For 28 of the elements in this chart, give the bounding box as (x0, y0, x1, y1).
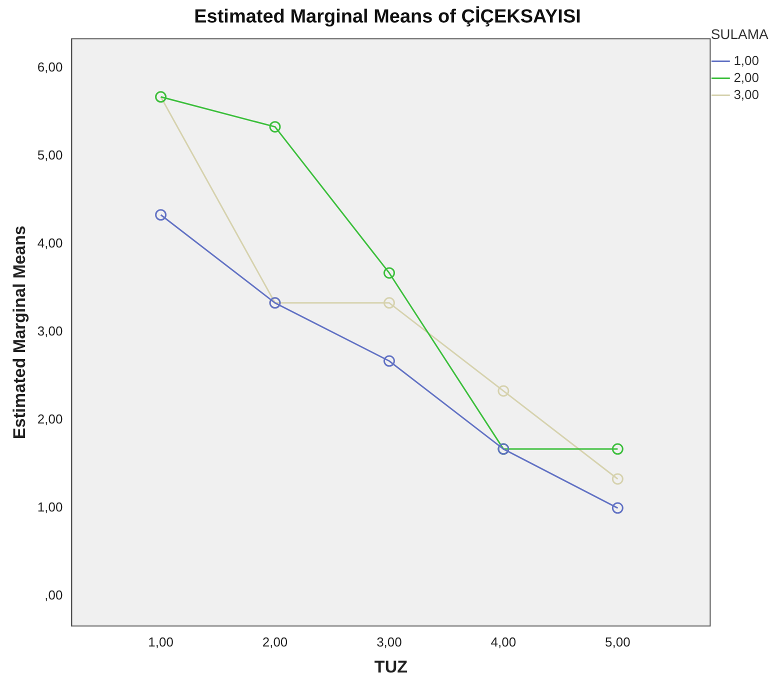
y-tick-label: 2,00 (37, 412, 63, 427)
x-axis-title: TUZ (374, 657, 408, 676)
y-tick-label: 6,00 (37, 59, 63, 74)
point (612, 443, 624, 455)
y-axis-title: Estimated Marginal Means (10, 226, 29, 440)
point (498, 385, 510, 397)
point (383, 297, 395, 309)
point (155, 209, 167, 221)
y-tick-label: 3,00 (37, 324, 63, 339)
legend-label: 1,00 (734, 52, 760, 68)
y-tick-label: 5,00 (37, 147, 63, 162)
chart-title: Estimated Marginal Means of ÇİÇEKSAYISI (194, 6, 581, 28)
point (612, 502, 624, 514)
y-tick-label: ,00 (44, 588, 63, 603)
x-tick-label: 5,00 (605, 634, 630, 650)
y-tick-label: 1,00 (37, 500, 63, 515)
legend-label: 3,00 (734, 86, 760, 102)
x-tick-label: 1,00 (148, 634, 174, 650)
x-tick-label: 2,00 (262, 634, 288, 650)
point (383, 267, 395, 279)
y-tick-label: 4,00 (37, 236, 63, 250)
x-tick-label: 4,00 (490, 634, 516, 650)
x-tick-label: 3,00 (376, 634, 402, 650)
point (612, 473, 624, 485)
legend-title: SULAMA (710, 26, 770, 42)
point (269, 121, 281, 133)
legend-label: 2,00 (734, 70, 760, 85)
point (383, 355, 395, 367)
